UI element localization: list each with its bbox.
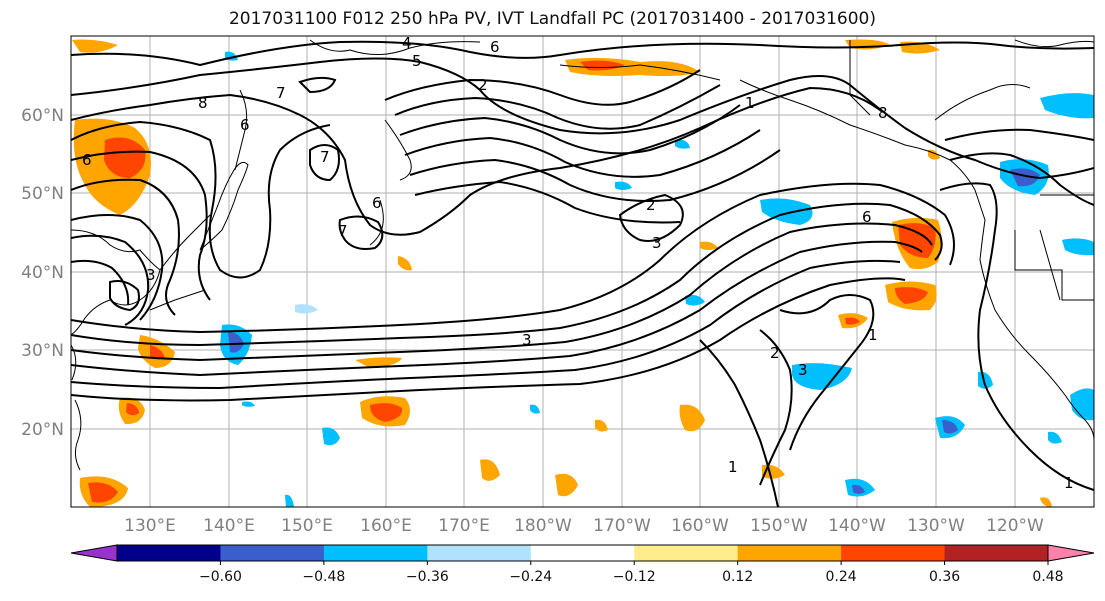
graticule [71,36,1094,507]
map-frame [70,35,1095,508]
colorbar: −0.60 −0.48 −0.36 −0.24 −0.12 0.12 0.24 0.36 0.4… [70,544,1095,585]
lat-label-50n: 50°N [21,184,64,204]
colorbar-tick-label: 0.36 [929,569,960,585]
contour-label: 1 [868,326,878,344]
map-title: 2017031100 F012 250 hPa PV, IVT Landfall… [228,9,876,29]
contour-label: 6 [372,194,382,212]
lon-label-180w: 180°W [514,516,572,536]
lon-label-170w: 170°W [593,516,651,536]
colorbar-tick-label: −0.60 [199,569,242,585]
contour-label: 7 [338,222,348,240]
lon-label-120w: 120°W [986,516,1044,536]
contour-label: 2 [770,344,780,362]
colorbar-arrow-low [70,544,118,562]
contour-label: 1 [728,458,738,476]
colorbar-frame [116,544,1049,562]
colorbar-segment [634,545,739,561]
lon-label-140e: 140°E [203,516,255,536]
lon-label-130e: 130°E [124,516,176,536]
contour-label: 6 [862,208,872,226]
contour-label: 3 [146,266,156,284]
contour-label: 8 [878,104,888,122]
lat-label-60n: 60°N [21,106,64,126]
colorbar-segment [737,545,842,561]
colorbar-tick-label: −0.36 [406,569,449,585]
contour-label: 2 [478,76,488,94]
contour-label: 1 [745,94,755,112]
colorbar-tick-label: 0.48 [1032,569,1063,585]
lon-label-160w: 160°W [671,516,729,536]
lat-label-40n: 40°N [21,263,64,283]
colorbar-arrow-high [1047,544,1095,562]
colorbar-segment [944,545,1049,561]
contour-label: 7 [276,84,286,102]
contour-label: 6 [240,116,250,134]
colorbar-tick-label: −0.12 [613,569,656,585]
colorbar-segment [323,545,428,561]
lon-label-130w: 130°W [907,516,965,536]
colorbar-segment [117,545,221,561]
contour-label: 6 [490,38,500,56]
lon-label-170e: 170°E [438,516,490,536]
lon-label-150e: 150°E [281,516,333,536]
pv-contours [71,40,1094,507]
contour-label: 3 [522,331,532,349]
lat-label-30n: 30°N [21,341,64,361]
contour-label: 2 [646,196,656,214]
colorbar-segment [841,545,946,561]
contour-label: 3 [798,361,808,379]
longitude-labels: 130°E 140°E 150°E 160°E 170°E 180°W 170°… [124,516,1044,536]
colorbar-tick-label: −0.48 [302,569,345,585]
colorbar-segments [117,545,1049,561]
contour-label: 3 [652,234,662,252]
contour-label: 1 [1064,474,1074,492]
lon-label-150w: 150°W [750,516,808,536]
colorbar-segment [427,545,532,561]
positive-anomaly-shading [72,39,1052,507]
colorbar-tick-label: −0.24 [509,569,552,585]
contour-label: 8 [198,94,208,112]
contour-label: 6 [82,151,92,169]
contour-label: 4 [402,34,412,52]
lon-label-140w: 140°W [828,516,886,536]
contour-labels: 8 7 6 5 4 2 7 6 1 8 6 7 6 3 2 3 1 1 1 3 … [82,34,1074,492]
colorbar-segment [530,545,635,561]
colorbar-segment [220,545,325,561]
lon-label-160e: 160°E [360,516,412,536]
colorbar-ticks: −0.60 −0.48 −0.36 −0.24 −0.12 0.12 0.24 0.36 0.4… [199,561,1064,585]
latitude-labels: 60°N 50°N 40°N 30°N 20°N [21,106,64,440]
lat-label-20n: 20°N [21,420,64,440]
colorbar-tick-label: 0.12 [722,569,753,585]
contour-label: 7 [320,148,330,166]
contour-label: 5 [412,52,422,70]
colorbar-tick-label: 0.24 [826,569,857,585]
